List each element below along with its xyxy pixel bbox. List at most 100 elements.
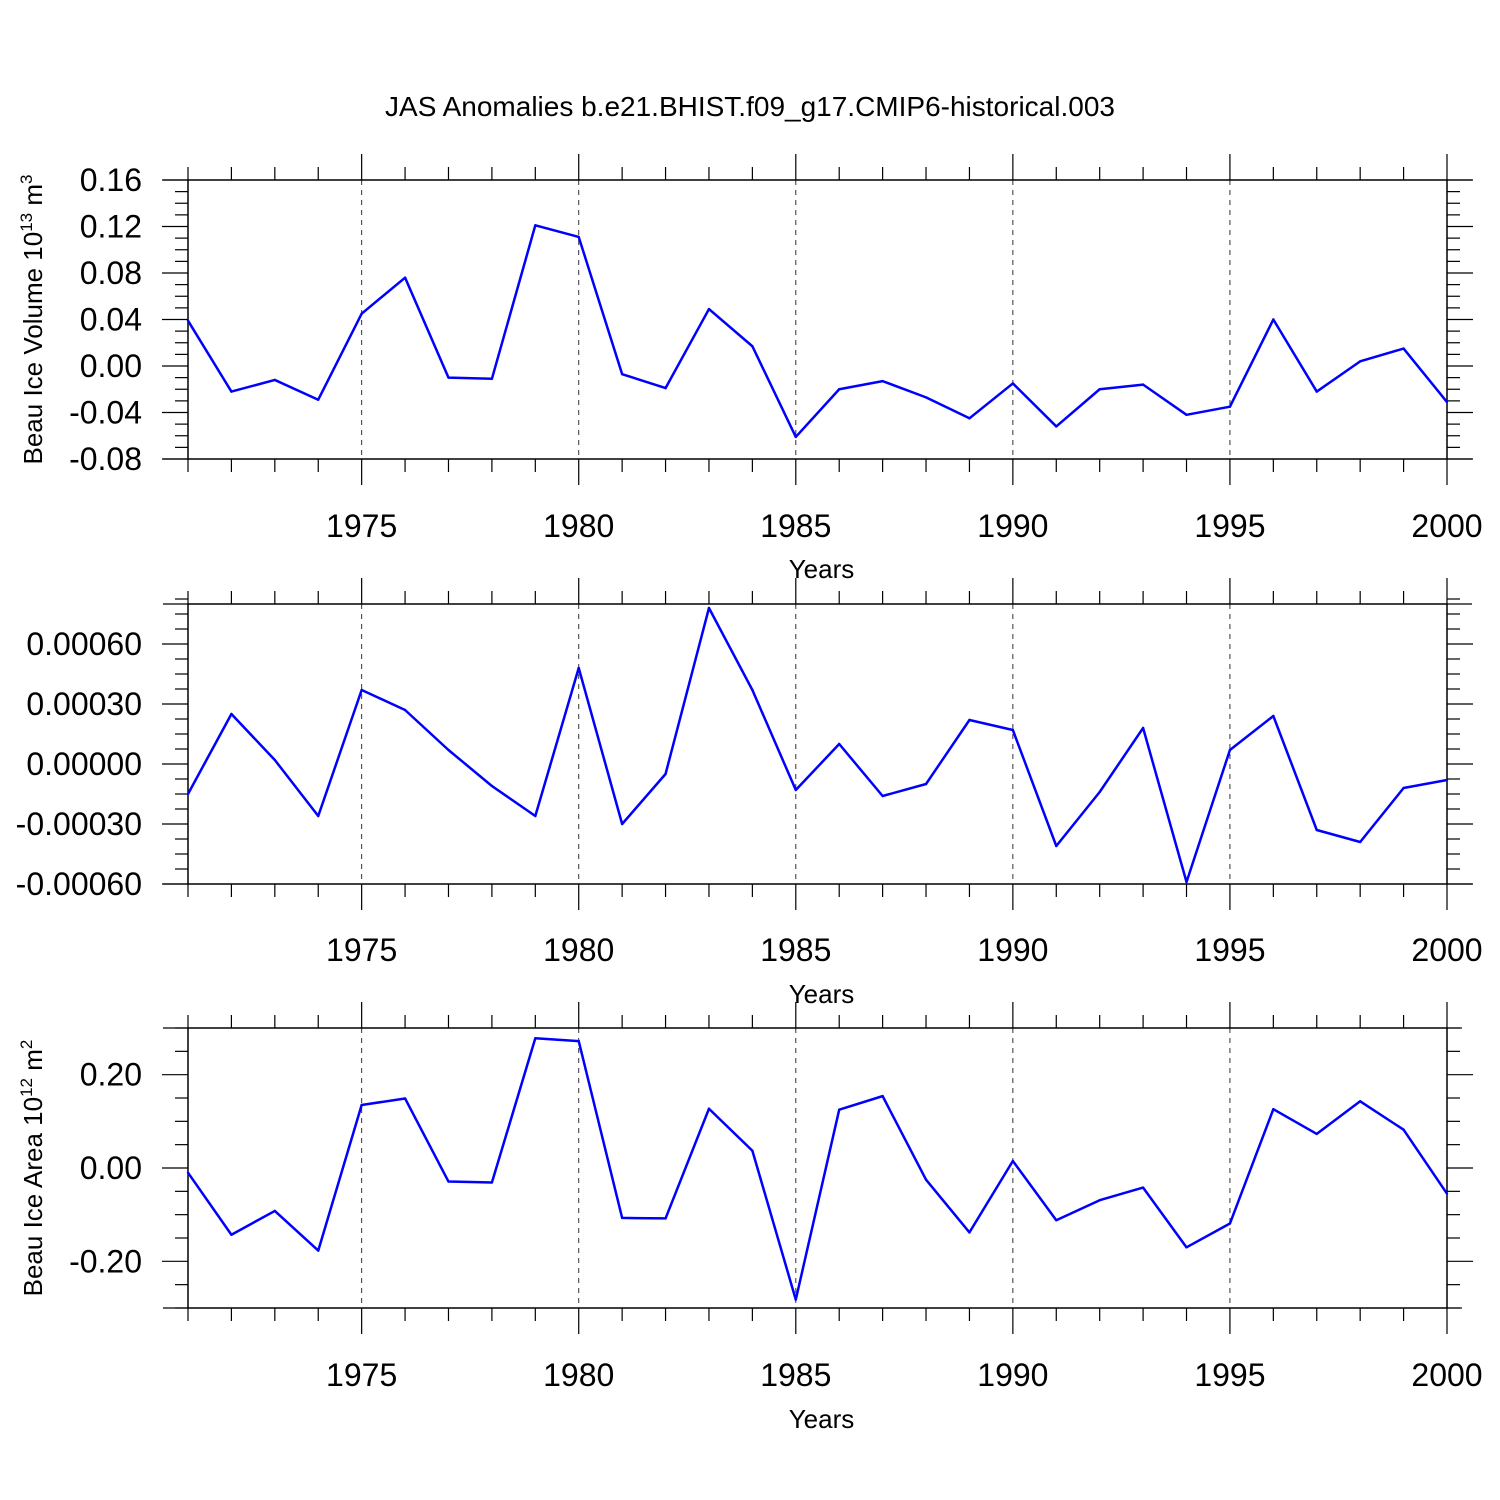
data-point <box>490 377 494 380</box>
data-point <box>1098 1199 1101 1202</box>
data-point <box>1185 880 1188 884</box>
x-axis-title: Years <box>789 979 855 1009</box>
data-point <box>1445 1192 1449 1195</box>
series-line <box>186 1037 1449 1301</box>
data-point <box>447 748 450 752</box>
data-point <box>186 319 190 322</box>
x-tick-label: 1990 <box>977 932 1048 968</box>
data-point <box>1228 748 1232 752</box>
data-point <box>534 224 537 227</box>
data-point <box>924 396 928 399</box>
x-tick-label: 1975 <box>326 1357 397 1393</box>
data-point <box>1011 382 1015 385</box>
chart-panels: 1975 1980 1985 1990 1995 2000 -0.08 -0.04 0.00 0.… <box>16 154 1483 1434</box>
y-axis-title: Beau Ice Volume 1013 m3 <box>17 175 48 465</box>
data-point <box>490 1181 494 1184</box>
data-point <box>1141 383 1145 386</box>
data-point <box>1141 726 1145 730</box>
data-point <box>403 708 407 712</box>
data-point <box>1402 1128 1405 1131</box>
x-tick-label: 1980 <box>543 1357 614 1393</box>
data-point <box>751 345 754 348</box>
y-tick-label: 0.20 <box>80 1057 142 1093</box>
x-tick-label: 1975 <box>326 932 397 968</box>
data-point <box>317 814 320 818</box>
x-tick-label: 2000 <box>1411 1357 1482 1393</box>
data-point <box>273 378 277 382</box>
data-point <box>1445 400 1449 404</box>
data-point <box>403 276 407 279</box>
series-line <box>186 606 1448 884</box>
x-axis-title: Years <box>789 554 855 584</box>
data-point <box>968 718 971 722</box>
data-point <box>360 688 363 692</box>
series-line <box>186 224 1448 439</box>
data-point <box>751 1149 754 1152</box>
data-point <box>664 772 667 776</box>
data-point <box>968 417 971 420</box>
y-tick-label: 0.00 <box>80 348 142 384</box>
data-point <box>447 376 450 379</box>
data-point <box>317 1249 320 1252</box>
data-point <box>794 435 797 439</box>
data-point <box>664 386 667 390</box>
data-point <box>577 666 580 670</box>
x-tick-label: 1985 <box>760 508 831 544</box>
x-tick-label: 1980 <box>543 508 614 544</box>
data-point <box>881 379 884 383</box>
x-tick-label: 1980 <box>543 932 614 968</box>
data-point <box>577 1039 580 1043</box>
chart-panel-3: 1975 1980 1985 1990 1995 2000 -0.20 0.00 0.20 Yea… <box>17 1002 1483 1434</box>
data-point <box>838 742 841 746</box>
data-point <box>838 388 841 391</box>
data-point <box>794 788 797 792</box>
data-point <box>620 372 624 376</box>
data-point <box>1228 1222 1232 1225</box>
x-tick-label: 1995 <box>1194 1357 1265 1393</box>
data-point <box>707 606 711 610</box>
y-tick-label: -0.00060 <box>16 866 142 902</box>
data-point <box>620 1216 624 1220</box>
chart-panel-2: 1975 1980 1985 1990 1995 2000 -0.00060 -0.00030… <box>16 578 1483 1009</box>
data-point <box>1011 728 1015 732</box>
data-point <box>1055 425 1058 428</box>
y-tick-label: -0.08 <box>69 441 142 477</box>
data-point <box>1055 844 1058 848</box>
data-point <box>360 312 363 315</box>
data-point <box>1141 1186 1145 1189</box>
y-tick-label: 0.08 <box>80 255 142 291</box>
data-point <box>751 688 754 692</box>
data-point <box>707 1107 711 1110</box>
data-point <box>490 784 494 788</box>
data-point <box>534 1037 537 1040</box>
y-tick-label: 0.00030 <box>26 686 142 722</box>
data-point <box>1272 318 1275 321</box>
data-point <box>881 794 884 798</box>
data-point <box>534 814 537 818</box>
data-point <box>273 1209 277 1213</box>
data-point <box>447 1180 450 1183</box>
y-tick-label: 0.12 <box>80 209 142 245</box>
x-tick-label: 2000 <box>1411 932 1482 968</box>
data-point <box>881 1094 884 1098</box>
data-point <box>1315 1132 1318 1136</box>
x-tick-label: 1975 <box>326 508 397 544</box>
data-point <box>1315 390 1318 393</box>
data-point <box>1402 347 1405 350</box>
data-point <box>838 1108 841 1111</box>
data-point <box>1358 360 1362 363</box>
x-axis-title: Years <box>789 1404 855 1434</box>
data-point <box>968 1231 971 1234</box>
y-tick-label: 0.00 <box>80 1150 142 1186</box>
data-point <box>664 1217 667 1220</box>
y-tick-label: -0.20 <box>69 1243 142 1279</box>
data-point <box>186 1171 190 1174</box>
data-point <box>1185 413 1188 417</box>
data-point <box>230 1233 233 1236</box>
x-tick-label: 2000 <box>1411 508 1482 544</box>
y-tick-label: 0.16 <box>80 162 142 198</box>
y-tick-label: -0.00030 <box>16 806 142 842</box>
data-point <box>924 782 928 786</box>
x-tick-label: 1995 <box>1194 508 1265 544</box>
